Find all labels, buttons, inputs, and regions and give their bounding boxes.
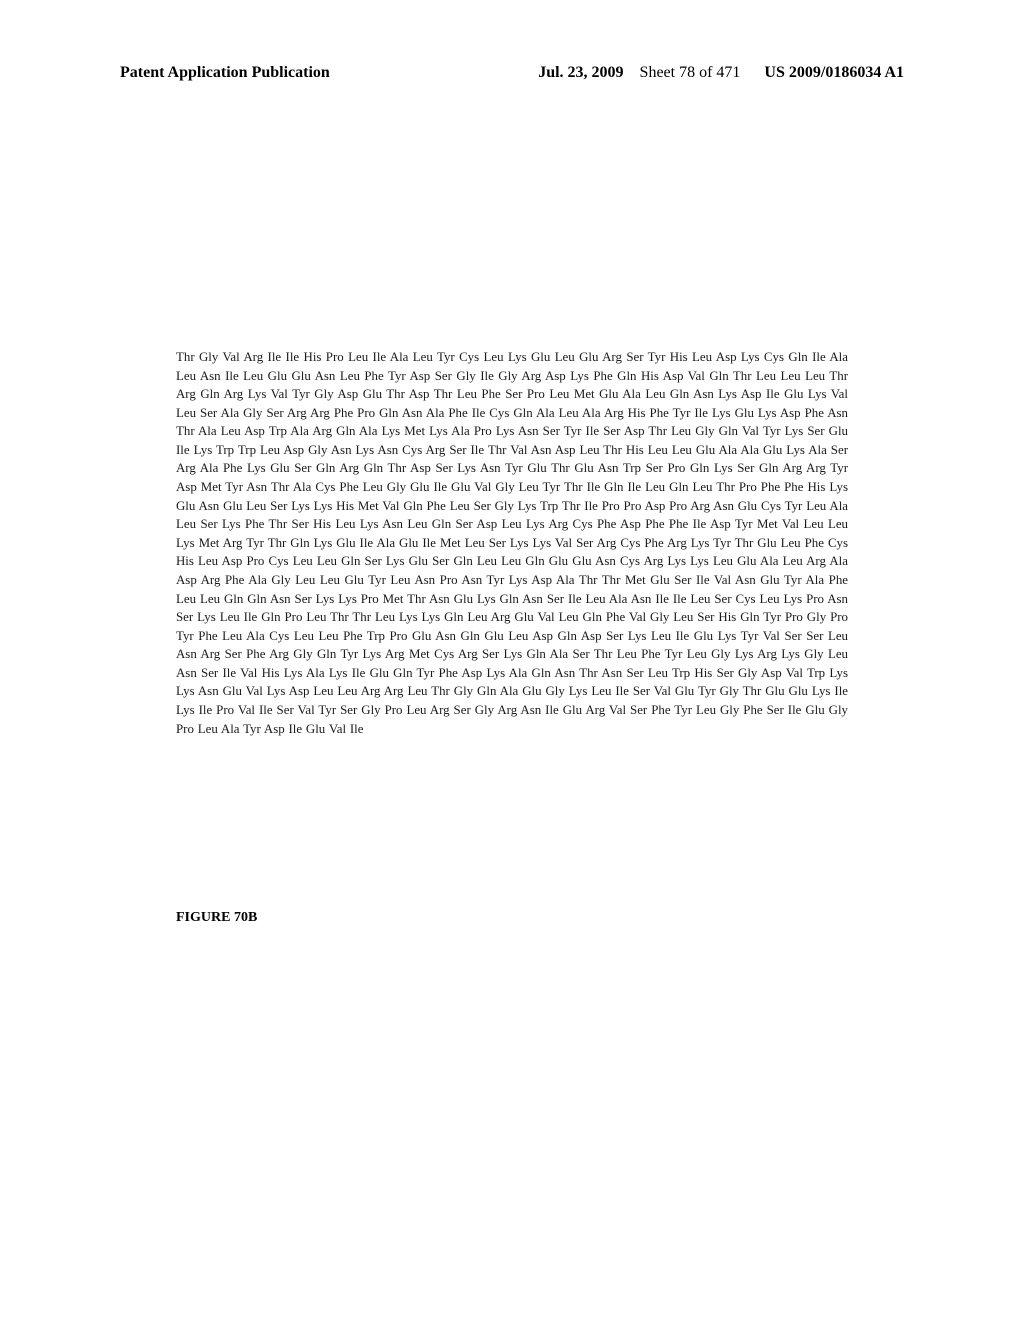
page-header: Patent Application Publication Jul. 23, … <box>0 64 1024 82</box>
header-left: Patent Application Publication <box>120 64 330 82</box>
header-date: Jul. 23, 2009 <box>538 64 623 81</box>
figure-label: FIGURE 70B <box>176 910 257 926</box>
header-sheet: Sheet 78 of 471 <box>640 64 741 81</box>
sequence-text: Thr Gly Val Arg Ile Ile His Pro Leu Ile … <box>176 348 848 738</box>
header-pubnum: US 2009/0186034 A1 <box>764 64 904 81</box>
header-right: Jul. 23, 2009 Sheet 78 of 471 US 2009/01… <box>538 64 904 82</box>
sequence-block: Thr Gly Val Arg Ile Ile His Pro Leu Ile … <box>176 348 848 738</box>
